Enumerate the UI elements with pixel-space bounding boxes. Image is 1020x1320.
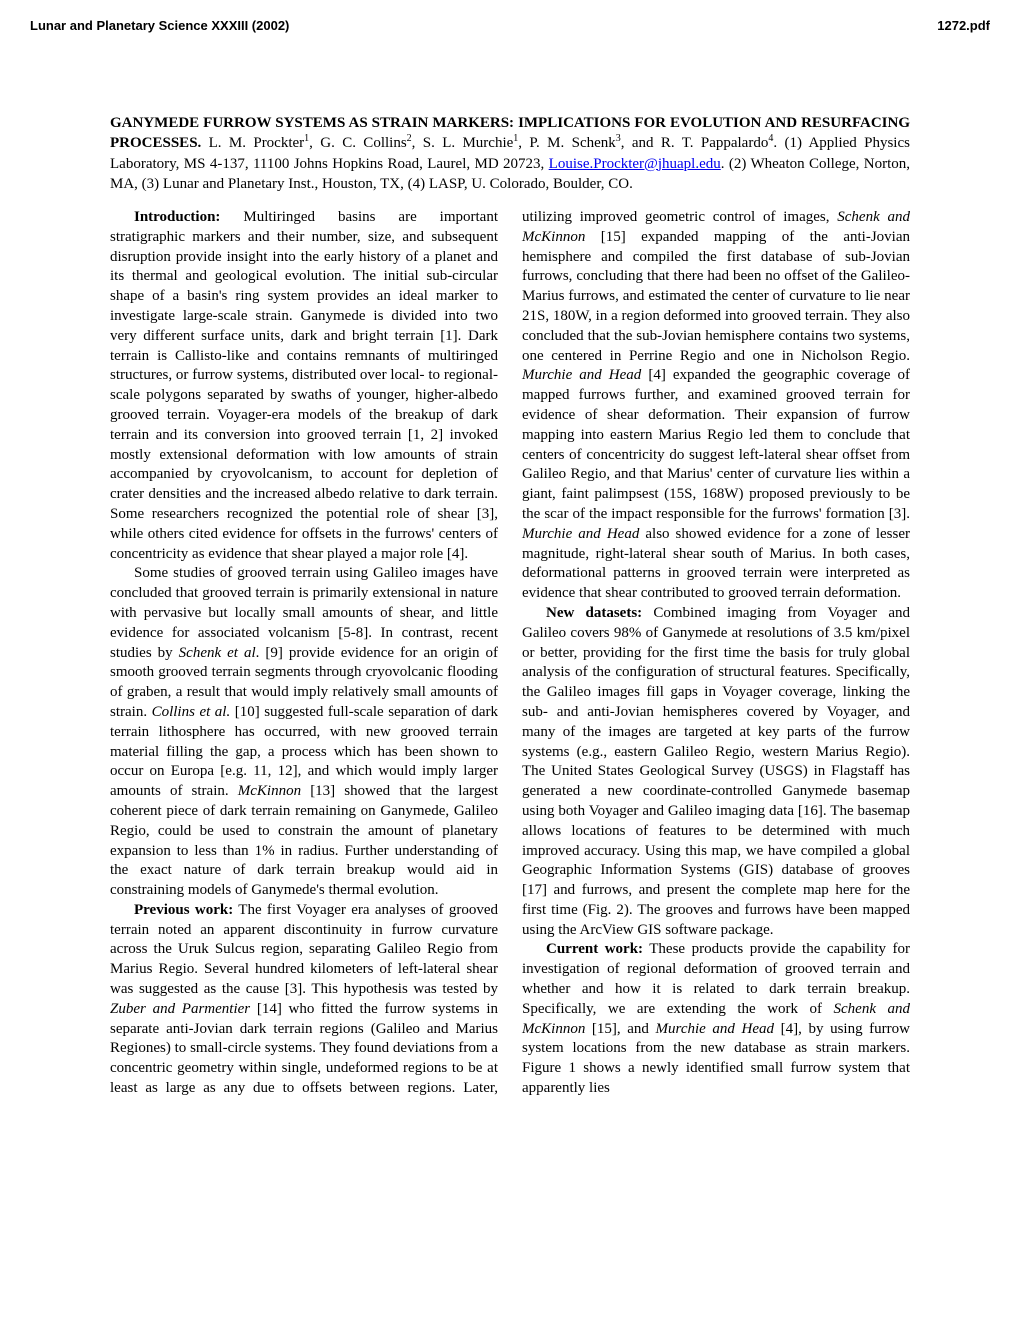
section-heading: Introduction: (134, 209, 220, 225)
author-text: , P. M. Schenk (518, 135, 615, 151)
body-text: [4] expanded the geographic coverage of … (522, 367, 910, 522)
body-text: [13] showed that the largest coherent pi… (110, 783, 498, 898)
body-text: [15], and (585, 1021, 655, 1037)
author-text: , G. C. Collins (309, 135, 406, 151)
email-link[interactable]: Louise.Prockter@jhuapl.edu (549, 156, 721, 172)
citation-italic: Murchie and Head (522, 526, 639, 542)
page-header: Lunar and Planetary Science XXXIII (2002… (0, 0, 1020, 33)
citation-italic: Collins et al. (152, 704, 231, 720)
author-text: , S. L. Murchie (412, 135, 514, 151)
author-text: , and R. T. Pappalardo (621, 135, 769, 151)
section-heading: Current work: (546, 941, 643, 957)
citation-italic: Zuber and Parmentier (110, 1001, 250, 1017)
pdf-label: 1272.pdf (937, 18, 990, 33)
paragraph: Current work: These products provide the… (522, 940, 910, 1098)
citation-italic: Schenk et al (179, 645, 256, 661)
body-columns: Introduction: Multiringed basins are imp… (110, 208, 910, 1099)
body-text: Multiringed basins are important stratig… (110, 209, 498, 562)
body-text: [15] expanded mapping of the anti-Jovian… (522, 229, 910, 364)
paragraph: Some studies of grooved terrain using Ga… (110, 564, 498, 901)
page-content: GANYMEDE FURROW SYSTEMS AS STRAIN MARKER… (0, 33, 1020, 1099)
citation-italic: McKinnon (238, 783, 301, 799)
author-text: L. M. Prockter (201, 135, 304, 151)
section-heading: Previous work: (134, 902, 233, 918)
body-text: Combined imaging from Voyager and Galile… (522, 605, 910, 938)
citation-italic: Murchie and Head (522, 367, 641, 383)
citation-italic: Murchie and Head (656, 1021, 774, 1037)
title-block: GANYMEDE FURROW SYSTEMS AS STRAIN MARKER… (110, 113, 910, 194)
conference-name: Lunar and Planetary Science XXXIII (2002… (30, 18, 289, 33)
paragraph: New datasets: Combined imaging from Voya… (522, 604, 910, 941)
paragraph: Introduction: Multiringed basins are imp… (110, 208, 498, 564)
section-heading: New datasets: (546, 605, 642, 621)
